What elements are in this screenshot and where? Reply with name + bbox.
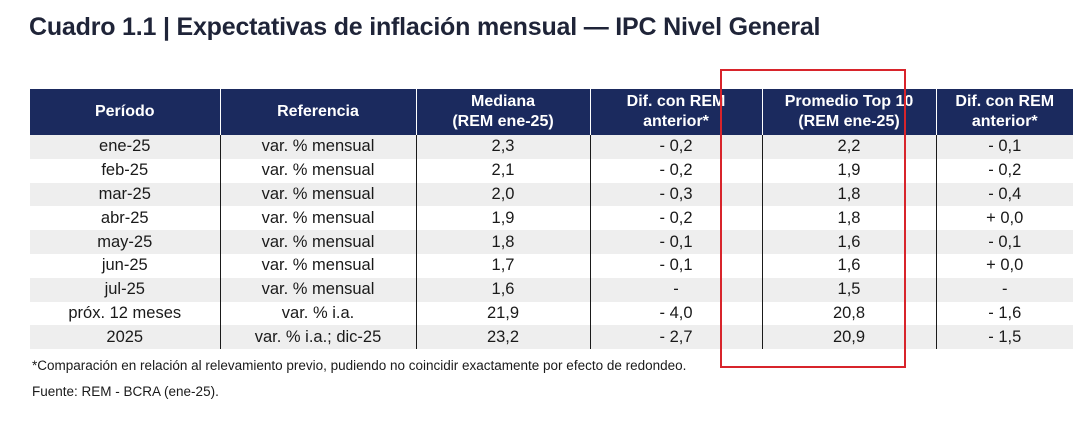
table-row: próx. 12 meses var. % i.a. 21,9 - 4,0 20… (30, 301, 1073, 326)
table-row: feb-25 var. % mensual 2,1 - 0,2 1,9 - 0,… (30, 158, 1073, 183)
header-dif-mediana-line2: anterior* (643, 113, 709, 130)
cell-referencia: var. % mensual (219, 230, 416, 254)
header-periodo-line1: Período (94, 103, 155, 120)
cell-mediana: 1,9 (415, 206, 590, 231)
table-source: Fuente: REM - BCRA (ene-25). (32, 384, 219, 399)
cell-dif-mediana: - 2,7 (589, 325, 762, 350)
header-referencia: Referencia (219, 89, 416, 135)
cell-top10: 20,8 (761, 301, 936, 326)
table-row: mar-25 var. % mensual 2,0 - 0,3 1,8 - 0,… (30, 182, 1073, 207)
cell-dif-mediana: - 0,3 (589, 182, 762, 207)
cell-dif-mediana: - 0,2 (589, 135, 762, 159)
cell-dif-top10: - 1,6 (935, 301, 1073, 326)
header-top10: Promedio Top 10 (REM ene-25) (761, 89, 936, 135)
cell-referencia: var. % mensual (219, 135, 416, 159)
inflation-expectations-table: Período Referencia Mediana (REM ene-25) … (30, 89, 1073, 350)
cell-dif-mediana: - 0,1 (589, 230, 762, 254)
table-row: may-25 var. % mensual 1,8 - 0,1 1,6 - 0,… (30, 230, 1073, 254)
cell-top10: 1,8 (761, 182, 936, 207)
cell-periodo: jun-25 (30, 253, 220, 278)
table-footnote: *Comparación en relación al relevamiento… (32, 358, 687, 373)
cell-top10: 1,6 (761, 230, 936, 254)
table-body: ene-25 var. % mensual 2,3 - 0,2 2,2 - 0,… (30, 135, 1073, 350)
cell-referencia: var. % i.a. (219, 301, 416, 326)
cell-dif-top10: + 0,0 (935, 206, 1073, 231)
table-row: ene-25 var. % mensual 2,3 - 0,2 2,2 - 0,… (30, 135, 1073, 159)
cell-referencia: var. % mensual (219, 253, 416, 278)
cell-dif-mediana: - (589, 277, 762, 302)
header-dif-top10-line1: Dif. con REM (955, 93, 1055, 110)
cell-mediana: 1,8 (415, 230, 590, 254)
cell-referencia: var. % mensual (219, 182, 416, 207)
table-title: Cuadro 1.1 | Expectativas de inflación m… (29, 13, 821, 41)
cell-dif-mediana: - 0,2 (589, 158, 762, 183)
header-top10-line2: (REM ene-25) (798, 113, 900, 130)
header-dif-top10-line2: anterior* (971, 113, 1038, 130)
cell-dif-top10: - 0,4 (935, 182, 1073, 207)
cell-periodo: 2025 (30, 325, 220, 350)
cell-dif-mediana: - 0,1 (589, 253, 762, 278)
header-periodo: Período (30, 89, 220, 135)
cell-referencia: var. % mensual (219, 206, 416, 231)
cell-periodo: jul-25 (30, 277, 220, 302)
cell-periodo: ene-25 (30, 135, 220, 159)
table-row: 2025 var. % i.a.; dic-25 23,2 - 2,7 20,9… (30, 325, 1073, 350)
cell-mediana: 21,9 (415, 301, 590, 326)
table-header: Período Referencia Mediana (REM ene-25) … (30, 89, 1073, 135)
cell-top10: 1,6 (761, 253, 936, 278)
cell-dif-top10: - 1,5 (935, 325, 1073, 350)
cell-top10: 1,8 (761, 206, 936, 231)
cell-mediana: 2,0 (415, 182, 590, 207)
cell-top10: 20,9 (761, 325, 936, 350)
cell-periodo: abr-25 (30, 206, 220, 231)
header-dif-top10: Dif. con REM anterior* (935, 89, 1073, 135)
header-top10-line1: Promedio Top 10 (784, 93, 914, 110)
header-dif-mediana-line1: Dif. con REM (626, 93, 726, 110)
cell-periodo: mar-25 (30, 182, 220, 207)
cell-periodo: próx. 12 meses (30, 301, 220, 326)
cell-referencia: var. % i.a.; dic-25 (219, 325, 416, 350)
cell-mediana: 1,6 (415, 277, 590, 302)
cell-periodo: feb-25 (30, 158, 220, 183)
table-row: jul-25 var. % mensual 1,6 - 1,5 - (30, 277, 1073, 302)
cell-top10: 1,5 (761, 277, 936, 302)
header-row: Período Referencia Mediana (REM ene-25) … (30, 89, 1073, 135)
cell-dif-mediana: - 0,2 (589, 206, 762, 231)
table-row: jun-25 var. % mensual 1,7 - 0,1 1,6 + 0,… (30, 253, 1073, 278)
cell-referencia: var. % mensual (219, 158, 416, 183)
cell-dif-top10: - 0,1 (935, 230, 1073, 254)
header-mediana-line1: Mediana (470, 93, 535, 110)
cell-dif-top10: - 0,2 (935, 158, 1073, 183)
cell-mediana: 23,2 (415, 325, 590, 350)
table-row: abr-25 var. % mensual 1,9 - 0,2 1,8 + 0,… (30, 206, 1073, 231)
cell-mediana: 1,7 (415, 253, 590, 278)
cell-top10: 1,9 (761, 158, 936, 183)
header-referencia-line1: Referencia (277, 103, 359, 120)
header-mediana-line2: (REM ene-25) (452, 113, 554, 130)
cell-referencia: var. % mensual (219, 277, 416, 302)
cell-periodo: may-25 (30, 230, 220, 254)
header-dif-mediana: Dif. con REM anterior* (589, 89, 762, 135)
cell-mediana: 2,3 (415, 135, 590, 159)
cell-top10: 2,2 (761, 135, 936, 159)
cell-dif-top10: + 0,0 (935, 253, 1073, 278)
header-mediana: Mediana (REM ene-25) (415, 89, 590, 135)
cell-dif-top10: - 0,1 (935, 135, 1073, 159)
cell-mediana: 2,1 (415, 158, 590, 183)
cell-dif-top10: - (935, 277, 1073, 302)
cell-dif-mediana: - 4,0 (589, 301, 762, 326)
